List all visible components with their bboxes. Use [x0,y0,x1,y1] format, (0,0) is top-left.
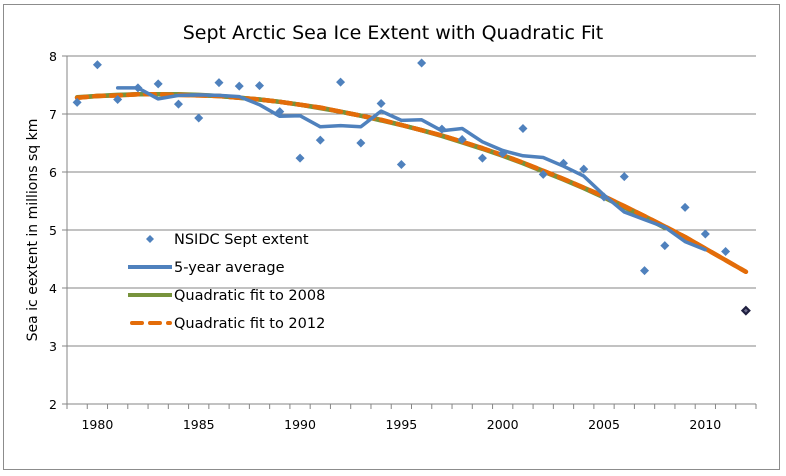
data-point [275,107,285,117]
data-point [437,124,447,134]
data-point [579,164,589,174]
data-point [153,79,163,89]
data-point [477,153,487,163]
legend-label: Quadratic fit to 2008 [174,288,325,304]
legend: NSIDC Sept extent 5-year average Quadratic… [128,232,325,332]
data-point [295,153,305,163]
x-tick-labels: 1980 1985 1990 1995 2000 2005 2010 [81,417,721,432]
x-tick-label: 1985 [183,417,215,432]
data-point [315,135,325,145]
data-point [619,172,629,182]
data-point [457,135,467,145]
gridlines [67,55,756,347]
x-tick-label: 2010 [689,417,721,432]
data-point [498,148,508,158]
data-point [700,229,710,239]
x-tick-label: 1990 [284,417,316,432]
data-point [214,78,224,88]
data-point [234,81,244,91]
data-point [336,77,346,87]
data-point [255,81,265,91]
legend-label: NSIDC Sept extent [174,232,309,248]
y-tick-label: 8 [49,49,57,64]
data-point [518,124,528,133]
data-point [356,138,366,148]
x-tick-label: 2000 [487,417,519,432]
data-point [538,169,548,179]
data-point [417,58,427,68]
y-tick-label: 4 [49,281,57,296]
data-point [376,99,386,109]
y-tick-labels: 2 3 4 5 6 7 8 [49,49,57,412]
y-tick-label: 6 [49,165,57,180]
data-point [133,83,143,93]
y-tick-label: 2 [49,397,57,412]
legend-marker [146,235,154,243]
x-tick-label: 1980 [81,417,113,432]
chart-title: Sept Arctic Sea Ice Extent with Quadrati… [183,22,603,44]
x-tick-label: 2005 [588,417,620,432]
data-point [680,202,690,212]
data-point [396,159,406,169]
data-point [558,158,568,168]
y-tick-label: 5 [49,223,57,238]
data-point [599,192,609,202]
data-point [194,113,204,123]
x-tick-label: 1995 [385,417,417,432]
chart-frame [3,4,780,470]
series-line-5-year-average [115,86,708,252]
data-point [660,241,670,251]
legend-label: 5-year average [174,260,285,276]
highlight-point-2012-inner [743,308,748,313]
legend-label: Quadratic fit to 2012 [174,316,325,332]
data-point [113,95,123,104]
series-layer [72,58,751,316]
data-point [173,99,183,109]
y-axis-title: Sea ic eextent in millions sq km [25,119,41,342]
data-point [72,97,82,107]
data-point [92,60,102,70]
axes [62,55,757,409]
y-tick-label: 7 [49,107,57,122]
data-point [640,266,650,276]
y-tick-label: 3 [49,339,57,354]
data-point [721,246,731,256]
